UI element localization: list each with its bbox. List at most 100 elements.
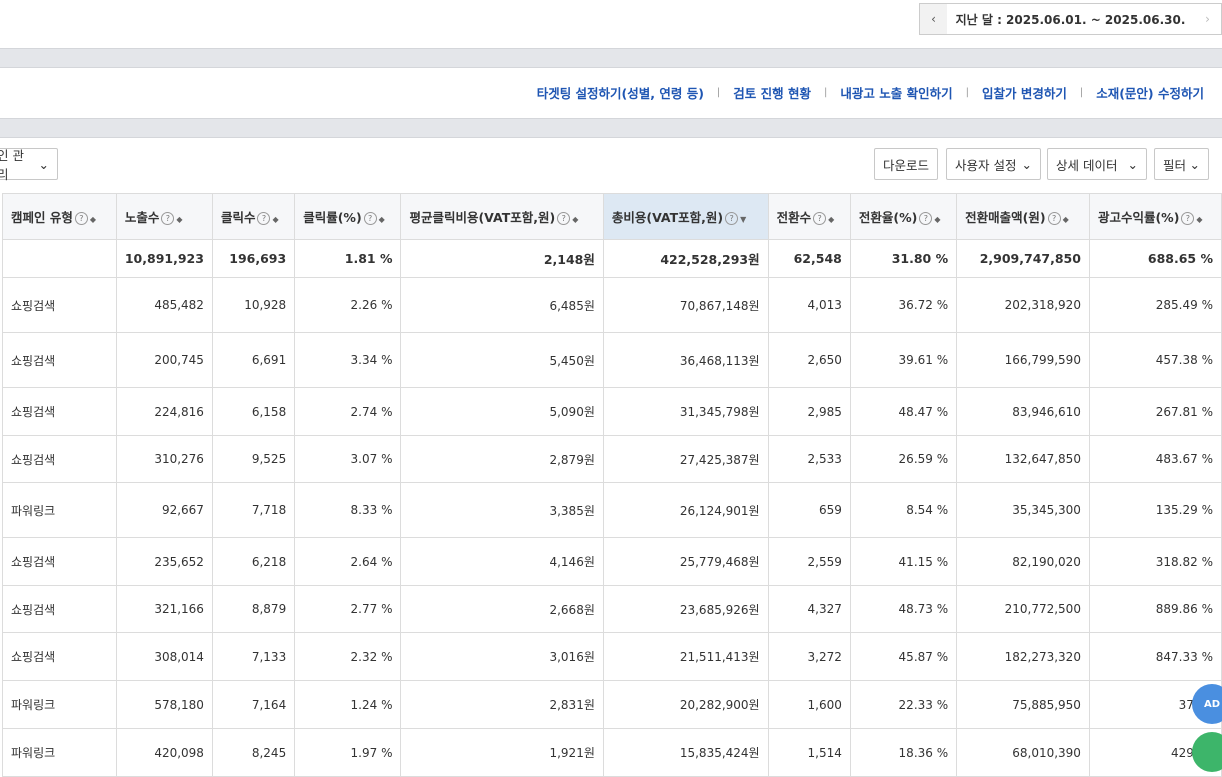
cell: 659 [768, 483, 850, 538]
cell: 68,010,390 [957, 729, 1090, 777]
toolbar-button[interactable]: 다운로드 [874, 148, 938, 180]
total-cell: 1.81 % [295, 240, 401, 278]
header-label: 총비용(VAT포함,원) [612, 210, 723, 225]
cell: 45.87 % [850, 633, 956, 681]
separator: | [966, 87, 969, 98]
cell: 27,425,387원 [603, 436, 768, 483]
total-cell: 31.80 % [850, 240, 956, 278]
divider [0, 118, 1222, 138]
cell: 3,272 [768, 633, 850, 681]
prev-button[interactable]: ‹ [920, 4, 947, 34]
cell: 7,718 [212, 483, 294, 538]
header-label: 클릭수 [221, 210, 256, 225]
column-header[interactable]: 평균클릭비용(VAT포함,원)?◆ [401, 194, 603, 240]
cell: 8.54 % [850, 483, 956, 538]
cell: 8.33 % [295, 483, 401, 538]
column-header[interactable]: 클릭수?◆ [212, 194, 294, 240]
data-row: 쇼핑검색308,0147,1332.32 %3,016원21,511,413원3… [3, 633, 1222, 681]
cell: 41.15 % [850, 538, 956, 586]
link[interactable]: 타겟팅 설정하기(성별, 연령 등) [537, 83, 704, 102]
cell: 9,525 [212, 436, 294, 483]
toolbar-button[interactable]: 상세 데이터⌄ [1047, 148, 1147, 180]
cell: 166,799,590 [957, 333, 1090, 388]
header-row: 캠페인 유형?◆노출수?◆클릭수?◆클릭률(%)?◆평균클릭비용(VAT포함,원… [3, 194, 1222, 240]
cell: 889.86 % [1089, 586, 1221, 633]
cell: 5,450원 [401, 333, 603, 388]
column-header[interactable]: 전환매출액(원)?◆ [957, 194, 1090, 240]
header-label: 노출수 [125, 210, 160, 225]
total-row: 10,891,923196,6931.81 %2,148원422,528,293… [3, 240, 1222, 278]
link[interactable]: 소재(문안) 수정하기 [1096, 83, 1204, 102]
data-row: 쇼핑검색321,1668,8792.77 %2,668원23,685,926원4… [3, 586, 1222, 633]
cell: 3,016원 [401, 633, 603, 681]
data-row: 파워링크578,1807,1641.24 %2,831원20,282,900원1… [3, 681, 1222, 729]
cell: 25,779,468원 [603, 538, 768, 586]
cell: 36.72 % [850, 278, 956, 333]
link[interactable]: 검토 진행 현황 [733, 83, 811, 102]
toolbar: 인 관리 ⌄ 다운로드 사용자 설정⌄상세 데이터⌄필터⌄ [0, 137, 1222, 192]
link[interactable]: 입찰가 변경하기 [982, 83, 1067, 102]
cell: 20,282,900원 [603, 681, 768, 729]
separator: | [824, 87, 827, 98]
cell: 10,928 [212, 278, 294, 333]
cell: 48.73 % [850, 586, 956, 633]
column-header[interactable]: 캠페인 유형?◆ [3, 194, 117, 240]
toolbar-button[interactable]: 필터⌄ [1154, 148, 1209, 180]
cell: 파워링크 [3, 681, 117, 729]
total-cell: 196,693 [212, 240, 294, 278]
cell: 83,946,610 [957, 388, 1090, 436]
cell: 1.24 % [295, 681, 401, 729]
date-nav: ‹ 지난 달 : 2025.06.01. ~ 2025.06.30. › [919, 3, 1222, 35]
column-header[interactable]: 클릭률(%)?◆ [295, 194, 401, 240]
cell: 70,867,148원 [603, 278, 768, 333]
total-cell: 422,528,293원 [603, 240, 768, 278]
cell: 2.77 % [295, 586, 401, 633]
date-label: 지난 달 : 2025.06.01. ~ 2025.06.30. [947, 11, 1194, 28]
cell: 285.49 % [1089, 278, 1221, 333]
column-header[interactable]: 총비용(VAT포함,원)?▼ [603, 194, 768, 240]
cell: 26,124,901원 [603, 483, 768, 538]
toolbar-button[interactable]: 사용자 설정⌄ [946, 148, 1041, 180]
cell: 3.07 % [295, 436, 401, 483]
cell: 200,745 [116, 333, 212, 388]
total-cell: 2,909,747,850 [957, 240, 1090, 278]
column-header[interactable]: 전환율(%)?◆ [850, 194, 956, 240]
cell: 15,835,424원 [603, 729, 768, 777]
header-label: 광고수익률(%) [1098, 210, 1179, 225]
cell: 4,146원 [401, 538, 603, 586]
cell: 210,772,500 [957, 586, 1090, 633]
header-label: 평균클릭비용(VAT포함,원) [409, 210, 555, 225]
separator: | [1080, 87, 1083, 98]
cell: 2.64 % [295, 538, 401, 586]
cell: 135.29 % [1089, 483, 1221, 538]
cell: 2,650 [768, 333, 850, 388]
cell: 2,831원 [401, 681, 603, 729]
stats-table: 캠페인 유형?◆노출수?◆클릭수?◆클릭률(%)?◆평균클릭비용(VAT포함,원… [2, 193, 1222, 777]
data-row: 쇼핑검색310,2769,5253.07 %2,879원27,425,387원2… [3, 436, 1222, 483]
button-label: 다운로드 [883, 155, 929, 174]
cell: 파워링크 [3, 483, 117, 538]
next-button[interactable]: › [1194, 4, 1221, 34]
cell: 202,318,920 [957, 278, 1090, 333]
column-header[interactable]: 전환수?◆ [768, 194, 850, 240]
cell: 6,485원 [401, 278, 603, 333]
cell: 22.33 % [850, 681, 956, 729]
cell: 쇼핑검색 [3, 388, 117, 436]
total-cell [3, 240, 117, 278]
manage-button[interactable]: 인 관리 ⌄ [0, 148, 58, 180]
header-label: 캠페인 유형 [11, 210, 73, 225]
column-header[interactable]: 광고수익률(%)?◆ [1089, 194, 1221, 240]
link[interactable]: 내광고 노출 확인하기 [840, 83, 952, 102]
column-header[interactable]: 노출수?◆ [116, 194, 212, 240]
cell: 2.74 % [295, 388, 401, 436]
cell: 132,647,850 [957, 436, 1090, 483]
cell: 182,273,320 [957, 633, 1090, 681]
total-cell: 10,891,923 [116, 240, 212, 278]
data-row: 쇼핑검색235,6526,2182.64 %4,146원25,779,468원2… [3, 538, 1222, 586]
cell: 267.81 % [1089, 388, 1221, 436]
cell: 2,985 [768, 388, 850, 436]
cell: 쇼핑검색 [3, 586, 117, 633]
data-row: 쇼핑검색200,7456,6913.34 %5,450원36,468,113원2… [3, 333, 1222, 388]
cell: 26.59 % [850, 436, 956, 483]
